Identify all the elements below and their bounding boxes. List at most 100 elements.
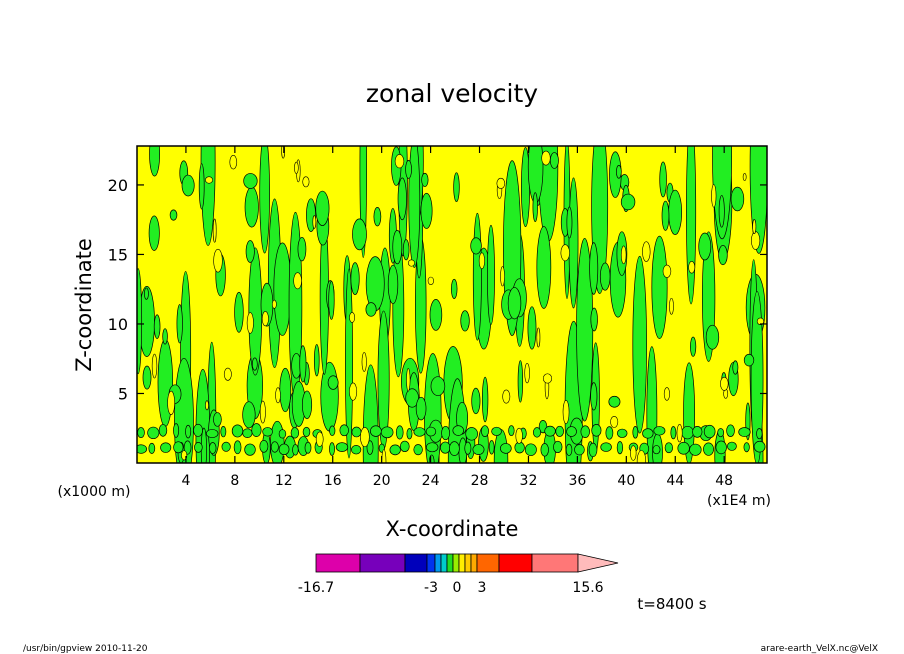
positive-island bbox=[213, 248, 223, 273]
positive-island bbox=[542, 373, 553, 384]
velocity-cell bbox=[176, 304, 183, 344]
positive-island bbox=[756, 317, 765, 326]
velocity-cell bbox=[429, 299, 443, 331]
x-tick-label: 28 bbox=[471, 473, 489, 489]
velocity-cell bbox=[181, 174, 195, 197]
velocity-plume bbox=[750, 291, 764, 463]
velocity-cell bbox=[668, 189, 683, 235]
surface-cell bbox=[664, 442, 673, 454]
velocity-cell bbox=[397, 177, 407, 221]
surface-cell bbox=[399, 440, 410, 453]
positive-island bbox=[293, 272, 302, 290]
positive-island bbox=[212, 218, 217, 243]
surface-cell bbox=[173, 441, 184, 454]
velocity-cell bbox=[169, 209, 178, 221]
surface-cell bbox=[137, 444, 148, 454]
velocity-cell bbox=[450, 278, 458, 299]
surface-cell bbox=[692, 426, 703, 438]
surface-cell bbox=[395, 425, 404, 440]
surface-cell bbox=[329, 442, 335, 456]
velocity-cell bbox=[718, 195, 725, 228]
surface-cell bbox=[580, 425, 590, 438]
velocity-cell bbox=[566, 206, 573, 239]
positive-island bbox=[560, 244, 570, 262]
positive-island bbox=[205, 400, 209, 411]
surface-cell bbox=[304, 441, 312, 454]
surface-cell bbox=[278, 429, 287, 439]
surface-cell bbox=[231, 424, 244, 438]
velocity-cell bbox=[532, 192, 538, 222]
velocity-cell bbox=[430, 376, 446, 396]
velocity-plume bbox=[248, 247, 263, 376]
colorbar-tick-label: -3 bbox=[424, 580, 438, 596]
velocity-cell bbox=[507, 287, 522, 320]
y-axis-label: Z-coordinate bbox=[72, 238, 96, 372]
velocity-plume bbox=[200, 146, 216, 246]
positive-island bbox=[536, 327, 541, 348]
surface-cell bbox=[425, 426, 437, 437]
velocity-cell bbox=[718, 244, 728, 266]
velocity-plume bbox=[712, 146, 732, 240]
x-tick-label: 36 bbox=[568, 473, 586, 489]
velocity-cell bbox=[698, 232, 712, 261]
x-tick-label: 32 bbox=[520, 473, 538, 489]
surface-cell bbox=[632, 426, 639, 439]
positive-island bbox=[223, 367, 232, 381]
velocity-plume bbox=[487, 224, 495, 325]
x-tick-label: 24 bbox=[422, 473, 440, 489]
surface-cell bbox=[185, 424, 192, 439]
colorbar-segment bbox=[531, 553, 579, 573]
surface-cell bbox=[553, 440, 563, 454]
velocity-cell bbox=[405, 388, 419, 408]
velocity-cell bbox=[234, 291, 244, 333]
velocity-cell bbox=[149, 146, 160, 177]
velocity-cell bbox=[244, 186, 259, 228]
surface-cell bbox=[565, 443, 573, 456]
surface-cell bbox=[727, 441, 737, 451]
surface-cell bbox=[441, 425, 451, 441]
surface-cell bbox=[292, 444, 299, 456]
velocity-cell bbox=[313, 344, 320, 377]
velocity-cell bbox=[352, 218, 367, 251]
positive-island bbox=[381, 449, 387, 463]
surface-cell bbox=[278, 443, 290, 456]
velocity-cell bbox=[148, 215, 160, 251]
positive-island bbox=[688, 261, 696, 274]
positive-island bbox=[360, 427, 370, 447]
surface-cell bbox=[194, 441, 203, 453]
surface-cell bbox=[574, 444, 585, 456]
surface-cell bbox=[540, 443, 549, 457]
surface-cell bbox=[290, 427, 300, 439]
positive-island bbox=[496, 177, 506, 189]
velocity-cell bbox=[144, 287, 149, 300]
surface-cell bbox=[499, 443, 512, 454]
velocity-cell bbox=[301, 390, 313, 420]
velocity-cell bbox=[517, 360, 524, 403]
velocity-cell bbox=[599, 262, 611, 291]
surface-cell bbox=[339, 424, 349, 437]
velocity-cell bbox=[420, 192, 433, 229]
velocity-cell bbox=[460, 310, 470, 332]
surface-cell bbox=[220, 425, 227, 438]
surface-cell bbox=[329, 425, 336, 437]
positive-island bbox=[406, 368, 411, 392]
velocity-cell bbox=[387, 264, 399, 305]
surface-cell bbox=[743, 442, 750, 453]
colorbar-segment bbox=[470, 553, 478, 573]
positive-island bbox=[315, 431, 324, 447]
positive-island bbox=[407, 259, 415, 267]
velocity-cell bbox=[198, 163, 205, 210]
positive-island bbox=[502, 389, 511, 404]
y-tick-label: 20 bbox=[108, 176, 128, 195]
x-tick-label: 20 bbox=[373, 473, 391, 489]
velocity-cell bbox=[373, 207, 382, 227]
positive-island bbox=[167, 390, 175, 416]
velocity-cell bbox=[608, 395, 621, 408]
positive-island bbox=[500, 266, 505, 287]
velocity-cell bbox=[659, 161, 667, 198]
surface-cell bbox=[480, 425, 489, 437]
positive-island bbox=[636, 450, 647, 463]
surface-cell bbox=[677, 441, 690, 455]
x-axis-label: X-coordinate bbox=[386, 517, 519, 541]
positive-island bbox=[620, 245, 627, 265]
